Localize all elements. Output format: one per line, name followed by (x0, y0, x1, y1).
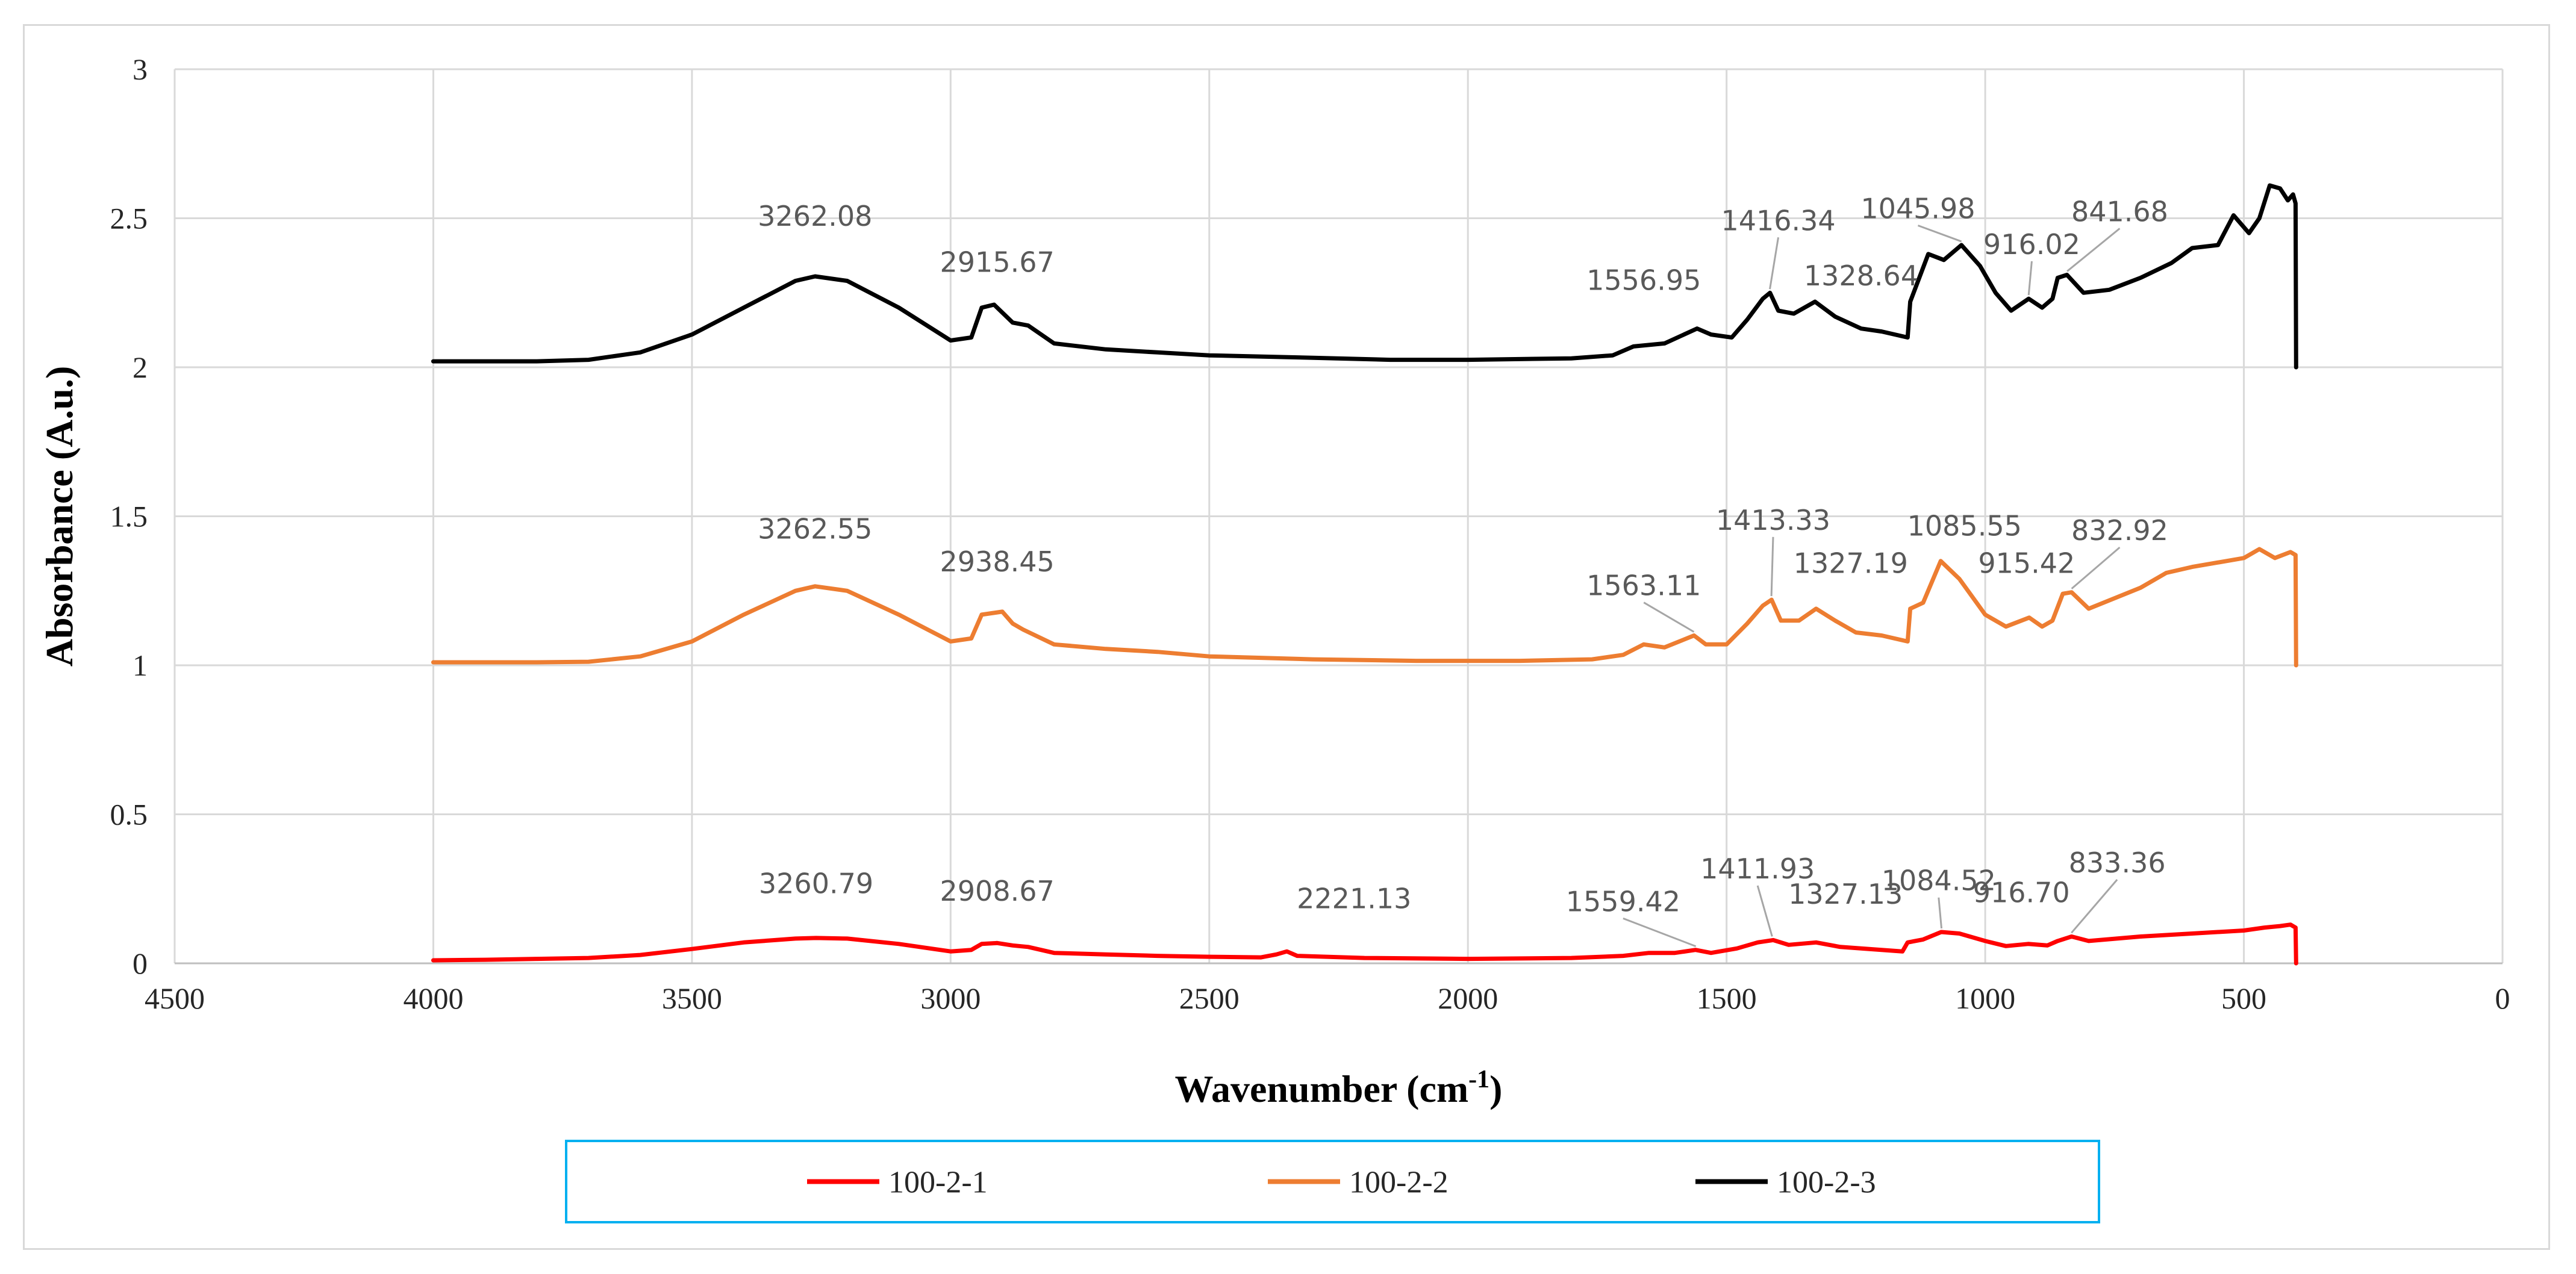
x-axis-title: Wavenumber (cm-1) (1175, 1066, 1503, 1110)
peak-label-100-2-2: 2938.45 (940, 545, 1055, 578)
y-tick-label: 2 (133, 350, 148, 384)
legend-label: 100-2-1 (888, 1166, 988, 1200)
x-axis-title-main: Wavenumber (cm (1175, 1067, 1469, 1110)
peak-leader-line (1623, 917, 1697, 948)
peak-label-100-2-2: 1413.33 (1716, 504, 1830, 536)
peak-label-100-2-1: 916.70 (1973, 877, 2070, 909)
peak-label-100-2-1: 833.36 (2069, 847, 2166, 879)
peak-label-100-2-3: 916.02 (1983, 228, 2080, 261)
peak-label-100-2-1: 1559.42 (1566, 885, 1680, 918)
y-tick-label: 0.5 (110, 798, 148, 831)
peak-leader-line (2071, 546, 2121, 589)
x-tick-label: 3000 (920, 981, 981, 1015)
peak-label-100-2-3: 1416.34 (1721, 204, 1835, 237)
chart-frame (23, 24, 2550, 1250)
y-tick-label: 2.5 (110, 202, 148, 235)
peak-label-100-2-1: 3260.79 (759, 868, 873, 900)
peak-leader-line (1643, 601, 1695, 633)
x-tick-label: 2500 (1179, 981, 1240, 1015)
legend-label: 100-2-2 (1349, 1166, 1449, 1200)
peak-leader-line (1938, 897, 1943, 929)
peak-label-100-2-3: 841.68 (2071, 195, 2168, 228)
peak-leader-line (2027, 261, 2033, 296)
peak-label-100-2-2: 3262.55 (758, 513, 872, 545)
peak-leader-line (1769, 237, 1780, 290)
peak-label-100-2-1: 1084.52 (1882, 865, 1996, 897)
x-axis-title-end: ) (1489, 1067, 1502, 1110)
x-tick-label: 4000 (403, 981, 463, 1015)
peak-label-100-2-3: 2915.67 (940, 246, 1055, 279)
y-axis-title: Absorbance (A.u.) (38, 366, 81, 667)
peak-label-100-2-2: 832.92 (2071, 514, 2168, 547)
peak-leader-line (2071, 879, 2118, 934)
y-tick-label: 1 (133, 648, 148, 682)
legend-label: 100-2-3 (1777, 1166, 1876, 1200)
peak-label-100-2-1: 2908.67 (940, 875, 1055, 907)
peak-label-100-2-3: 1045.98 (1860, 193, 1975, 225)
peak-label-100-2-2: 915.42 (1978, 547, 2075, 580)
series-line-100-2-3 (431, 183, 2298, 370)
peak-label-100-2-2: 1085.55 (1907, 510, 2022, 542)
x-tick-label: 1000 (1955, 981, 2015, 1015)
x-tick-label: 1500 (1697, 981, 1757, 1015)
x-tick-label: 2000 (1438, 981, 1498, 1015)
peak-leader-line (1917, 225, 1962, 243)
peak-leader-line (1770, 536, 1774, 597)
x-axis-title-superscript: -1 (1468, 1066, 1489, 1093)
peak-label-100-2-1: 1327.13 (1788, 878, 1903, 910)
peak-label-100-2-3: 3262.08 (758, 200, 872, 232)
x-tick-label: 3500 (662, 981, 722, 1015)
peak-label-100-2-2: 1327.19 (1794, 547, 1908, 580)
peak-label-100-2-3: 1328.64 (1804, 259, 1918, 292)
x-tick-label: 0 (2495, 981, 2510, 1015)
x-tick-label: 4500 (145, 981, 205, 1015)
peak-label-100-2-2: 1563.11 (1586, 570, 1701, 602)
y-tick-label: 0 (133, 946, 148, 980)
y-tick-label: 1.5 (110, 500, 148, 533)
peak-label-100-2-1: 1411.93 (1700, 853, 1815, 885)
peak-leader-line (1756, 885, 1773, 937)
peak-label-100-2-1: 2221.13 (1297, 882, 1411, 915)
peak-leader-line (2066, 228, 2121, 272)
x-tick-label: 500 (2221, 981, 2266, 1015)
series-line-100-2-2 (431, 547, 2298, 668)
series-line-100-2-1 (431, 922, 2298, 966)
y-tick-label: 3 (133, 52, 148, 86)
peak-label-100-2-3: 1556.95 (1586, 264, 1701, 296)
